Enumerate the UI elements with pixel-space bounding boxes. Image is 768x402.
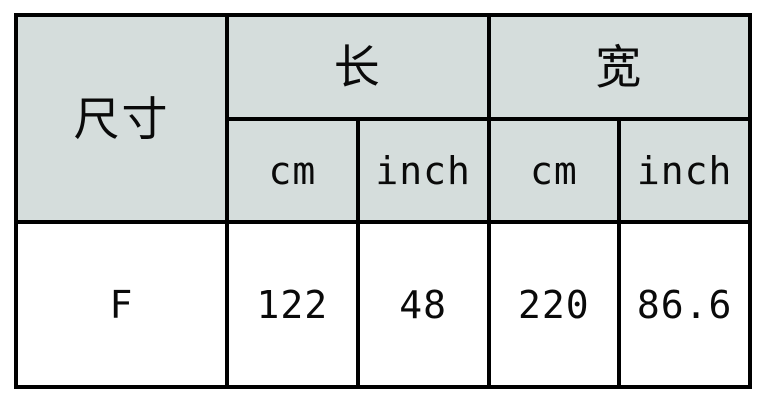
header-group-length: 长 [225,13,491,121]
table-header-group-row: 尺寸 长 宽 [14,13,752,224]
cell-width-cm: 220 [486,220,622,389]
cell-size: F [14,220,229,389]
header-unit-width-inch: inch [617,117,752,224]
cell-length-cm: 122 [225,220,360,389]
table-row: F 122 48 220 86.6 [14,220,752,389]
table-header-units-row: cm inch cm inch [16,117,752,224]
size-chart-table: 尺寸 长 宽 cm inch cm inch F 122 48 220 86.6 [14,13,752,389]
size-chart-container: 尺寸 长 宽 cm inch cm inch F 122 48 220 86.6 [14,13,752,389]
header-size-label: 尺寸 [14,13,229,224]
header-unit-length-inch: inch [355,117,491,224]
cell-length-inch: 48 [355,220,491,389]
header-unit-width-cm: cm [486,117,622,224]
header-unit-length-cm: cm [225,117,360,224]
header-group-width: 宽 [486,13,752,121]
cell-width-inch: 86.6 [617,220,752,389]
